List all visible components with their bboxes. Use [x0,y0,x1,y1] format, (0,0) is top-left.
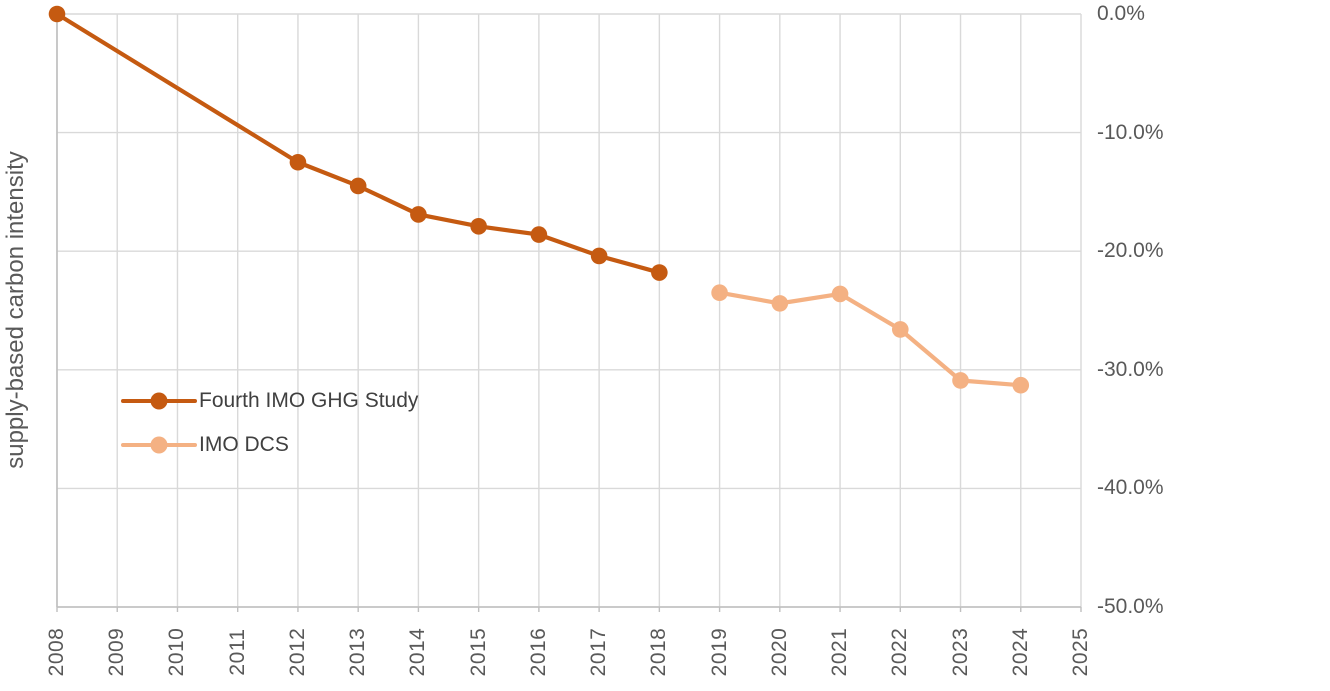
legend-label: IMO DCS [199,433,289,456]
x-axis-tick-label: 2019 [707,627,731,677]
legend-line-marker [121,392,197,410]
y-axis-tick-label: -40.0% [1097,476,1164,500]
data-point-marker [771,295,789,312]
y-axis-tick-label: 0.0% [1097,2,1145,25]
data-point-marker [651,264,668,281]
data-point-marker [410,206,427,223]
x-axis-tick-label: 2023 [948,627,972,677]
y-axis-tick-label: -30.0% [1097,357,1164,381]
x-axis-tick-label: 2022 [888,627,912,677]
y-axis-tick-label: -50.0% [1097,595,1164,618]
chart-legend: Fourth IMO GHG Study IMO DCS [121,386,418,460]
x-axis-tick-label: 2014 [406,627,430,677]
x-axis-tick-label: 2012 [285,627,309,677]
x-axis-tick-label: 2010 [165,627,189,677]
data-point-marker [289,153,307,171]
x-axis-tick-label: 2020 [767,627,791,677]
x-axis-tick-label: 2017 [587,627,611,677]
y-axis-tick-label: -20.0% [1097,239,1164,263]
data-point-marker [470,217,487,235]
data-point-marker [349,177,367,195]
x-axis-tick-label: 2015 [466,627,490,677]
legend-item-imo-dcs: IMO DCS [121,430,418,460]
x-axis-tick-label: 2025 [1069,627,1092,677]
legend-item-fourth-imo-ghg-study: Fourth IMO GHG Study [121,386,418,416]
data-point-marker [952,372,969,389]
data-point-marker [590,247,608,265]
y-axis-tick-label: -10.0% [1097,120,1164,144]
legend-label: Fourth IMO GHG Study [199,389,419,412]
legend-dot-marker [150,392,168,410]
data-point-marker [711,284,728,302]
series-line-0 [54,11,662,275]
data-point-marker [48,5,66,23]
x-axis-tick-label: 2016 [526,627,550,677]
series-line-1 [717,290,1023,388]
x-axis-tick-label: 2011 [225,628,249,676]
x-axis-tick-label: 2024 [1008,627,1032,677]
x-axis-tick-label: 2021 [828,627,852,677]
x-axis-tick-label: 2008 [45,627,68,677]
data-point-marker [831,285,849,303]
data-point-marker [891,321,909,338]
x-axis-tick-label: 2018 [647,627,671,677]
legend-line-marker [121,436,197,454]
data-point-marker [530,226,548,243]
y-axis-title: supply-based carbon intensity [2,151,29,469]
x-axis-tick-label: 2013 [346,627,370,677]
legend-dot-marker [150,436,168,454]
data-point-marker [1012,376,1030,394]
x-axis-tick-label: 2009 [105,627,129,677]
